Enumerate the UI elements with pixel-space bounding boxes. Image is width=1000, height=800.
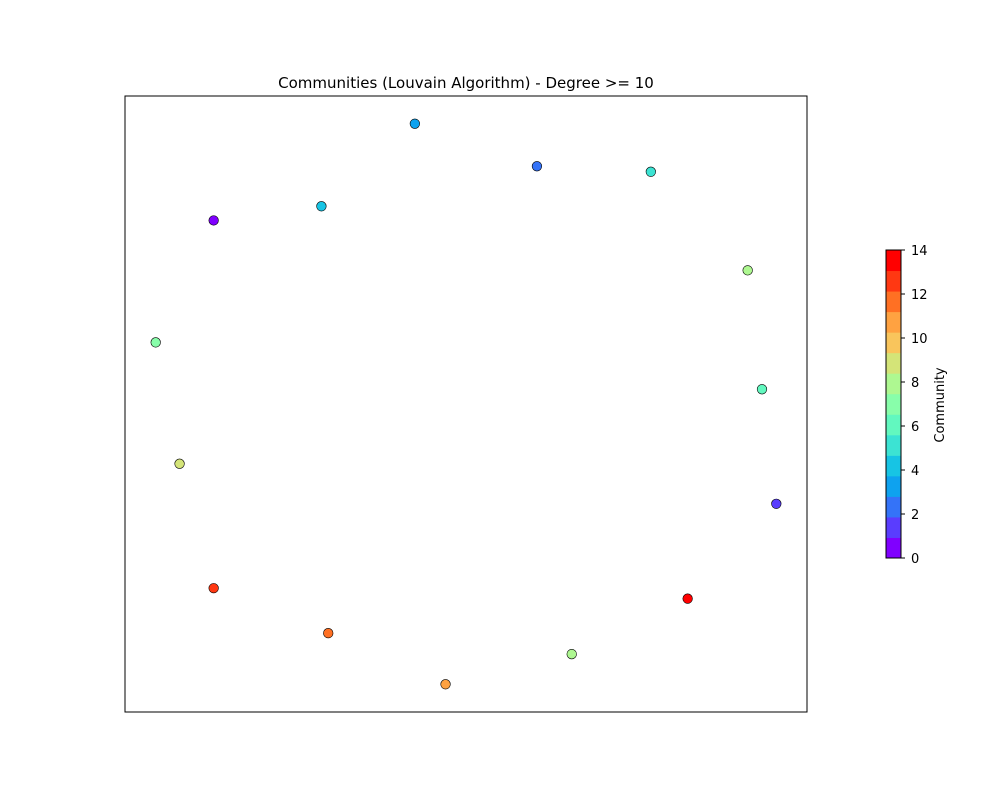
colorbar-tick-label-2: 4 — [911, 464, 919, 479]
colorbar-segment-13 — [886, 270, 901, 292]
colorbar-segment-6 — [886, 414, 901, 436]
node-point-9 — [771, 498, 782, 509]
colorbar-segment-0 — [886, 537, 901, 559]
node-point-12 — [323, 628, 334, 639]
colorbar-segment-8 — [886, 373, 901, 395]
colorbar-segment-1 — [886, 516, 901, 538]
colorbar-segment-2 — [886, 496, 901, 518]
colorbar-frame — [885, 249, 902, 559]
node-point-3 — [316, 201, 327, 212]
plot-area-frame — [124, 95, 808, 713]
node-point-10 — [208, 583, 219, 594]
node-point-7 — [756, 384, 768, 395]
node-point-14 — [440, 679, 451, 690]
node-point-4 — [208, 215, 219, 226]
colorbar-tick-label-0: 0 — [911, 552, 919, 567]
colorbar-segment-9 — [886, 352, 901, 374]
colorbar-tick-label-5: 10 — [911, 332, 928, 347]
colorbar-tick-label-7: 14 — [911, 244, 928, 259]
colorbar-segment-5 — [886, 434, 901, 456]
colorbar-segment-3 — [886, 475, 901, 497]
colorbar-segment-12 — [886, 291, 901, 313]
colorbar-tick-label-1: 2 — [911, 508, 919, 523]
colorbar-segment-11 — [886, 311, 901, 333]
colorbar-segment-10 — [886, 332, 901, 354]
node-point-13 — [566, 648, 577, 660]
node-point-2 — [645, 166, 656, 177]
chart-title: Communities (Louvain Algorithm) - Degree… — [278, 74, 654, 92]
node-point-0 — [409, 118, 420, 129]
colorbar-label: Community — [933, 367, 948, 443]
colorbar: 0 2 4 6 8 10 12 14 — [885, 244, 928, 567]
colorbar-tick-label-4: 8 — [911, 376, 919, 391]
node-point-1 — [531, 161, 543, 172]
node-point-6 — [150, 337, 161, 348]
colorbar-tick-label-6: 12 — [911, 288, 928, 303]
node-point-11 — [682, 593, 693, 604]
colorbar-segment-14 — [886, 250, 901, 272]
colorbar-segment-7 — [886, 393, 901, 415]
node-point-8 — [174, 458, 185, 469]
colorbar-tick-label-3: 6 — [911, 420, 919, 435]
node-point-5 — [742, 265, 753, 276]
scatter-points — [150, 118, 782, 690]
colorbar-segment-4 — [886, 455, 901, 477]
